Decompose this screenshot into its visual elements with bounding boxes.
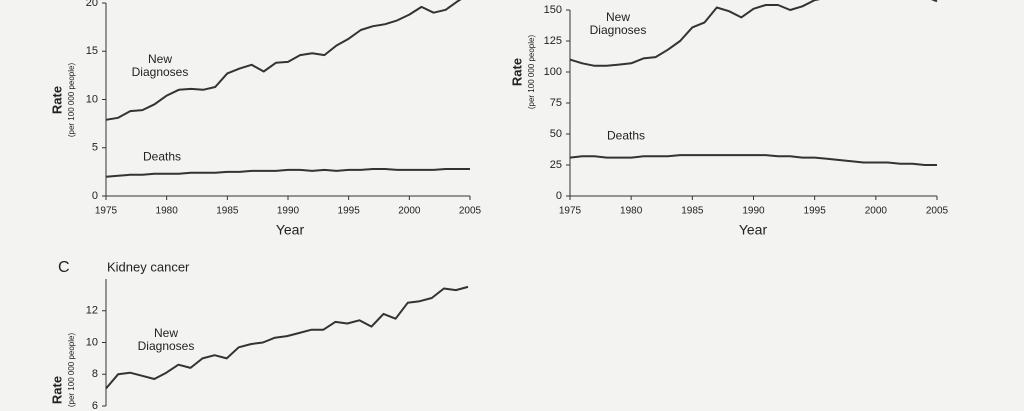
series-line	[105, 285, 469, 390]
y-tick-label: 8	[92, 368, 98, 380]
x-tick-label: 1985	[681, 206, 704, 217]
panel-label: C	[58, 259, 70, 276]
x-tick-label: 1990	[277, 206, 300, 217]
series-label: New Diagnoses	[589, 10, 647, 37]
y-tick-label: 150	[544, 4, 562, 16]
series-line	[569, 0, 938, 67]
y-axis-sublabel: (per 100 000 people)	[67, 333, 76, 408]
series-label: Deaths	[606, 128, 646, 143]
y-tick-label: 15	[86, 45, 98, 57]
series-label: Deaths	[142, 149, 182, 164]
x-axis-label: Year	[276, 222, 305, 238]
y-tick-label: 100	[544, 66, 562, 78]
y-tick-label: 125	[544, 35, 562, 47]
x-tick-label: 2005	[926, 206, 949, 217]
y-tick-label: 10	[86, 93, 98, 105]
y-tick-label: 5	[92, 142, 98, 154]
y-tick-label: 25	[550, 159, 562, 171]
series-line	[105, 168, 470, 178]
x-tick-label: 2000	[398, 206, 421, 217]
y-tick-label: 0	[556, 190, 562, 202]
y-tick-label: 0	[92, 190, 98, 202]
x-tick-label: 1975	[559, 206, 582, 217]
chart-title: Kidney cancer	[107, 259, 190, 274]
x-tick-label: 2000	[865, 206, 888, 217]
y-tick-label: 20	[86, 0, 98, 9]
y-tick-label: 6	[92, 400, 98, 411]
x-tick-label: 1980	[620, 206, 643, 217]
y-tick-label: 10	[86, 336, 98, 348]
x-tick-label: 2005	[459, 206, 482, 217]
series-line	[105, 0, 462, 121]
y-tick-label: 75	[550, 97, 562, 109]
x-tick-label: 1980	[156, 206, 179, 217]
series-label: New Diagnoses	[131, 52, 189, 79]
series-label: New Diagnoses	[137, 326, 195, 353]
x-tick-label: 1975	[95, 206, 118, 217]
x-tick-label: 1995	[338, 206, 361, 217]
x-axis-label: Year	[739, 222, 768, 238]
y-tick-label: 12	[86, 305, 98, 317]
y-axis-label: Rate	[49, 376, 64, 404]
y-tick-label: 50	[550, 128, 562, 140]
y-axis-label: Rate	[509, 58, 524, 86]
x-tick-label: 1995	[804, 206, 827, 217]
x-tick-label: 1990	[742, 206, 765, 217]
x-tick-label: 1985	[216, 206, 239, 217]
y-axis-label: Rate	[49, 86, 64, 114]
y-axis-sublabel: (per 100 000 people)	[67, 63, 76, 138]
y-axis-sublabel: (per 100 000 people)	[527, 35, 536, 110]
series-line	[569, 154, 937, 166]
